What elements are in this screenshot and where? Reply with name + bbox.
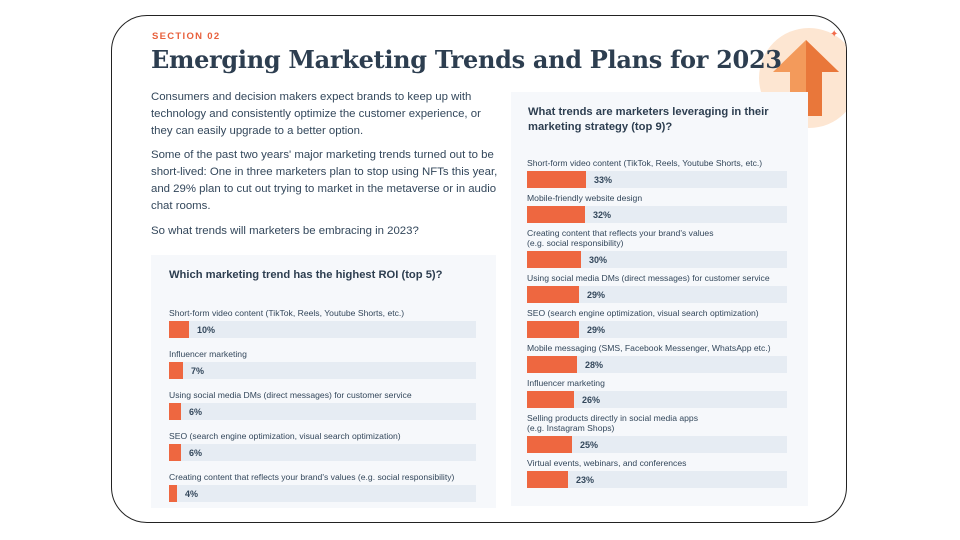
bar-label: Mobile-friendly website design (527, 193, 643, 203)
section-label: SECTION 02 (152, 31, 221, 42)
bar-value-label: 29% (587, 290, 606, 300)
bar (169, 362, 183, 379)
sparkle-icon: ✦ (830, 29, 839, 40)
bar (527, 171, 586, 188)
bar-value-label: 7% (191, 366, 205, 376)
bar-value-label: 25% (580, 440, 599, 450)
bar-label: Selling products directly in social medi… (527, 413, 699, 433)
bar-track: 4% (169, 485, 476, 502)
bar-value-label: 28% (585, 360, 604, 370)
bar-track: 6% (169, 403, 476, 420)
bar-value-label: 29% (587, 325, 606, 335)
bar-value-label: 26% (582, 395, 601, 405)
bar-value-label: 6% (189, 448, 203, 458)
bar-label: Creating content that reflects your bran… (169, 472, 455, 482)
question-paragraph: So what trends will marketers be embraci… (151, 225, 419, 237)
bar (169, 321, 189, 338)
bar-value-label: 10% (197, 325, 216, 335)
bar-track: 33% (527, 171, 787, 188)
bar-track: 23% (527, 471, 787, 488)
bar-label: Short-form video content (TikTok, Reels,… (527, 158, 763, 168)
trends-chart-title: What trends are marketers leveraging in … (528, 106, 769, 133)
bar-track: 30% (527, 251, 787, 268)
intro-paragraph: Consumers and decision makers expect bra… (151, 91, 481, 137)
bar-label: Creating content that reflects your bran… (527, 228, 714, 248)
bar (169, 444, 181, 461)
bar (527, 286, 579, 303)
bar-label: Short-form video content (TikTok, Reels,… (169, 308, 405, 318)
bar (527, 251, 581, 268)
bar (527, 206, 585, 223)
bar-track: 26% (527, 391, 787, 408)
bar-value-label: 33% (594, 175, 613, 185)
bar-track: 6% (169, 444, 476, 461)
bar (527, 436, 572, 453)
bar-track: 7% (169, 362, 476, 379)
bar-label: Mobile messaging (SMS, Facebook Messenge… (527, 343, 771, 353)
roi-chart-title: Which marketing trend has the highest RO… (169, 269, 443, 281)
bar (169, 485, 177, 502)
bar-track: 25% (527, 436, 787, 453)
up-arrow-icon (773, 40, 839, 116)
bar-value-label: 4% (185, 489, 199, 499)
bar-label: Influencer marketing (527, 378, 605, 388)
bar-value-label: 32% (593, 210, 612, 220)
bar (527, 321, 579, 338)
bar-label: Using social media DMs (direct messages)… (169, 390, 412, 400)
bar-label: SEO (search engine optimization, visual … (527, 308, 759, 318)
bar-track: 32% (527, 206, 787, 223)
bar-track: 10% (169, 321, 476, 338)
bar (169, 403, 181, 420)
bar-label: Influencer marketing (169, 349, 247, 359)
trends-chart-card: What trends are marketers leveraging in … (511, 92, 808, 506)
page-title: Emerging Marketing Trends and Plans for … (151, 45, 782, 74)
bar-label: Using social media DMs (direct messages)… (527, 273, 770, 283)
bar-label: Virtual events, webinars, and conference… (527, 458, 687, 468)
bar-value-label: 23% (576, 475, 595, 485)
bar-value-label: 30% (589, 255, 608, 265)
bar (527, 391, 574, 408)
bar-label: SEO (search engine optimization, visual … (169, 431, 401, 441)
bar-track: 29% (527, 321, 787, 338)
bar (527, 356, 577, 373)
bar-track: 28% (527, 356, 787, 373)
bar-value-label: 6% (189, 407, 203, 417)
slide-frame: ✦ ✦ SECTION 02 Emerging Marketing Trends… (111, 15, 847, 523)
bar-track: 29% (527, 286, 787, 303)
bar (527, 471, 568, 488)
roi-chart-card: Which marketing trend has the highest RO… (151, 255, 496, 508)
trends-paragraph: Some of the past two years' major market… (151, 149, 498, 212)
